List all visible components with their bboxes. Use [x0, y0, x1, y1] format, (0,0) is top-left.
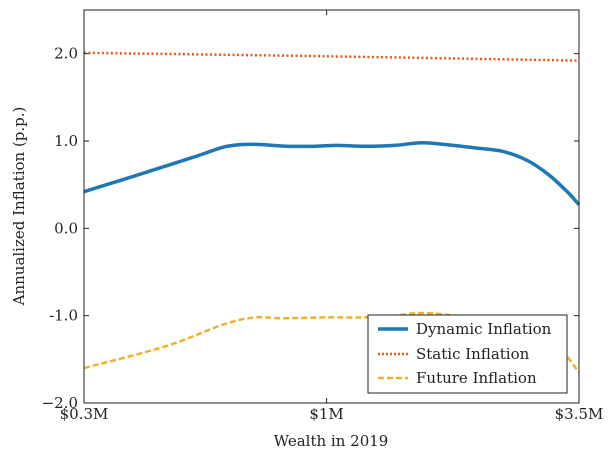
legend-label-dynamic: Dynamic Inflation — [416, 320, 552, 338]
y-tick-label: -1.0 — [49, 307, 78, 325]
y-tick-label: 0.0 — [54, 219, 78, 237]
plot-frame — [83, 9, 580, 404]
x-tick-label: $1M — [309, 405, 343, 423]
ticks-layer: $0.3M $1M $3.5M 2.0 1.0 0.0 -1.0 −2.0 — [42, 10, 604, 423]
series-line-dynamic — [83, 140, 581, 206]
y-tick-label: 2.0 — [54, 45, 78, 63]
x-axis-label: Wealth in 2019 — [274, 432, 389, 450]
legend: Dynamic Inflation Static Inflation Futur… — [367, 314, 568, 394]
legend-label-static: Static Inflation — [416, 345, 530, 363]
x-tick-label: $0.3M — [60, 405, 109, 423]
legend-label-future: Future Inflation — [416, 369, 537, 387]
series-line-static — [83, 51, 580, 62]
y-tick-label: 1.0 — [54, 132, 78, 150]
y-tick-label: −2.0 — [42, 394, 78, 412]
y-axis-label: Annualized Inflation (p.p.) — [10, 107, 28, 307]
x-tick-label: $3.5M — [555, 405, 604, 423]
